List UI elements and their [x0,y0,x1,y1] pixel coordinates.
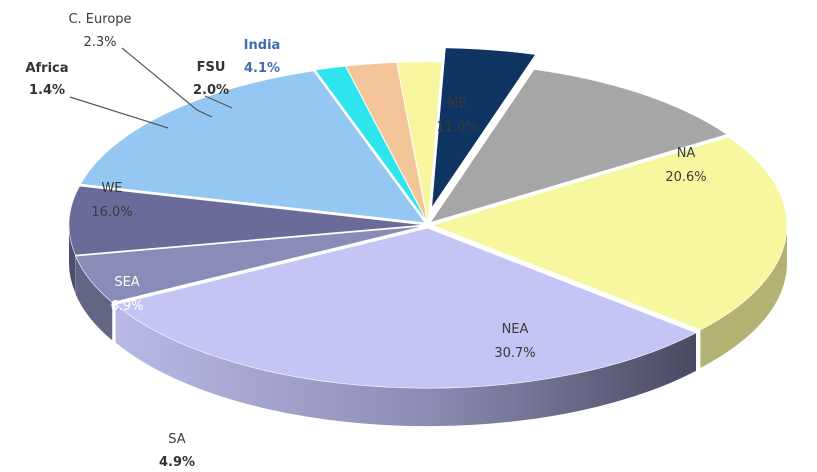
pie-slices [68,47,788,389]
label-pct-nea: 30.7% [494,346,535,361]
label-pct-sea: 6.9% [110,299,143,314]
slice-label-fsu: FSU 2.0% [193,60,229,98]
slice-label-sea: SEA 6.9% [110,275,143,314]
label-pct-africa: 1.4% [29,83,65,98]
label-name-me: ME [447,96,466,111]
leader-line-fsu [204,95,233,109]
slice-africa [314,65,428,223]
label-name-fsu: FSU [197,60,226,75]
slice-side-nea [115,304,697,427]
slice-na [431,136,788,331]
label-pct-fsu: 2.0% [193,83,229,98]
leader-line-c-europe [121,47,213,118]
label-pct-we: 16.0% [91,205,132,220]
label-pct-na: 20.6% [665,170,706,185]
slice-label-c-europe: C. Europe 2.3% [68,12,131,50]
slice-sa [75,225,425,303]
slice-side-sa [75,256,113,341]
slice-india [431,47,536,209]
leader-line-africa [69,96,169,129]
slice-fsu [396,61,443,222]
label-name-c-europe: C. Europe [68,12,131,27]
label-pct-me: 11.0% [436,120,477,135]
slice-sea [68,185,425,256]
label-pct-c-europe: 2.3% [83,35,116,50]
slice-label-africa: Africa 1.4% [25,61,68,98]
label-name-we: WE [101,181,122,196]
slice-label-me: ME 11.0% [436,96,477,135]
pie-depth [69,224,787,427]
slice-label-nea: NEA 30.7% [494,322,535,361]
label-pct-sa: 4.9% [159,455,195,470]
leader-lines [69,47,233,129]
label-name-sa: SA [168,432,185,447]
label-name-sea: SEA [114,275,139,290]
label-name-na: NA [677,146,696,161]
slice-we [80,70,426,224]
slice-label-india: India 4.1% [244,38,281,76]
slice-label-sa: SA 4.9% [159,432,195,470]
label-name-nea: NEA [502,322,529,337]
label-name-india: India [244,38,281,53]
slice-side-na [700,225,787,368]
slice-nea [114,227,697,389]
slice-me [429,69,728,223]
slice-c-europe [345,62,428,222]
slice-side-sea [69,224,76,293]
slice-label-na: NA 20.6% [665,146,706,185]
label-pct-india: 4.1% [244,61,280,76]
slice-label-we: WE 16.0% [91,181,132,220]
label-name-africa: Africa [25,61,68,76]
